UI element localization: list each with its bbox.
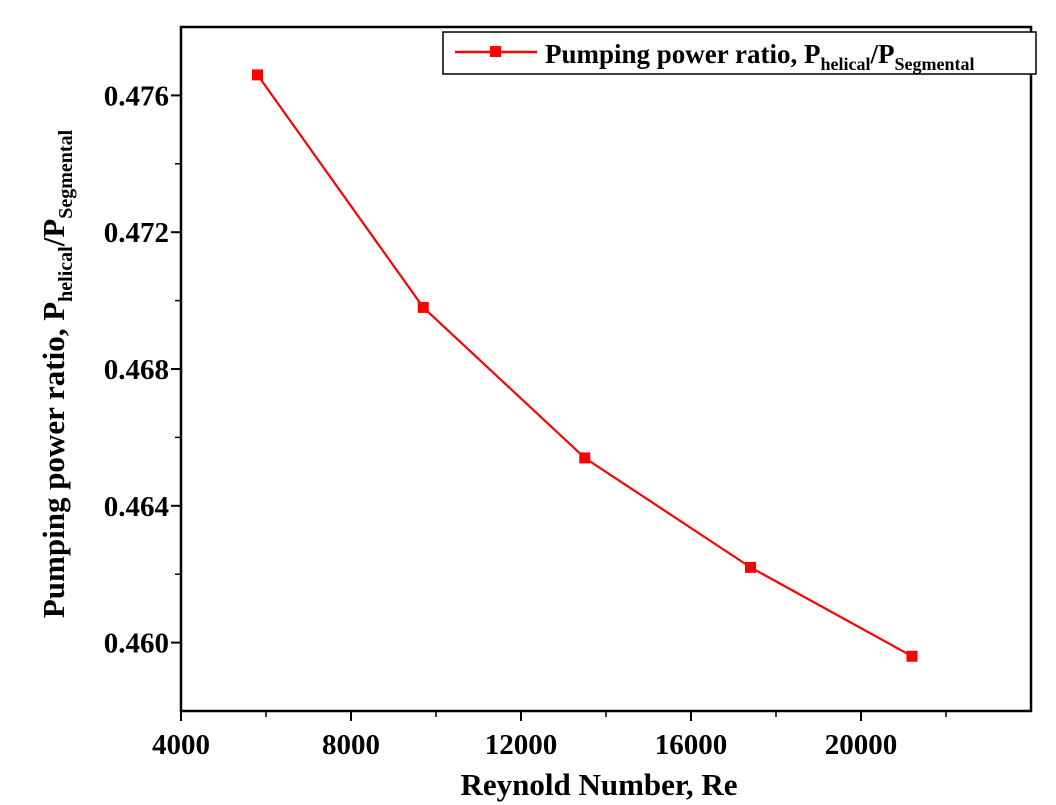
y-tick-label: 0.472 xyxy=(104,217,169,249)
x-axis-title: Reynold Number, Re xyxy=(460,767,737,802)
legend-marker-sample xyxy=(490,46,501,57)
data-point-marker xyxy=(252,69,263,81)
legend-label-mid: /P xyxy=(870,39,895,69)
x-axis: 4000 8000 12000 16000 20000 xyxy=(152,711,947,761)
series-line xyxy=(256,74,913,658)
legend-label-sub2: Segmental xyxy=(895,54,975,74)
legend-label-base: Pumping power ratio, P xyxy=(545,39,821,69)
plot-area-frame xyxy=(179,25,1033,713)
y-axis-title-sub1: helical xyxy=(55,246,77,302)
x-tick-label: 16000 xyxy=(655,729,728,761)
legend: Pumping power ratio, Phelical/PSegmental xyxy=(442,31,1037,75)
y-tick-label: 0.468 xyxy=(104,354,169,386)
y-axis-title-base: Pumping power ratio, P xyxy=(36,302,71,618)
legend-label: Pumping power ratio, Phelical/PSegmental xyxy=(545,39,975,74)
y-axis-title-sub2: Segmental xyxy=(55,129,77,218)
y-tick-label: 0.460 xyxy=(104,628,169,660)
series-group xyxy=(252,69,918,662)
x-tick-label: 4000 xyxy=(152,729,210,761)
x-tick-label: 12000 xyxy=(485,729,558,761)
data-point-marker xyxy=(417,301,429,313)
legend-box xyxy=(442,31,1037,75)
y-tick-label: 0.476 xyxy=(104,80,169,112)
x-tick-label: 8000 xyxy=(322,729,380,761)
data-point-marker xyxy=(745,561,756,573)
y-axis-title-mid: /P xyxy=(36,219,71,248)
data-point-marker xyxy=(906,650,918,662)
data-point-marker xyxy=(579,452,591,464)
x-tick-label: 20000 xyxy=(825,729,898,761)
y-tick-label: 0.464 xyxy=(104,491,169,523)
y-axis-title: Pumping power ratio, Phelical/PSegmental xyxy=(36,129,77,618)
legend-label-sub1: helical xyxy=(821,54,871,74)
y-axis: 0.460 0.464 0.468 0.472 0.476 xyxy=(104,80,181,660)
